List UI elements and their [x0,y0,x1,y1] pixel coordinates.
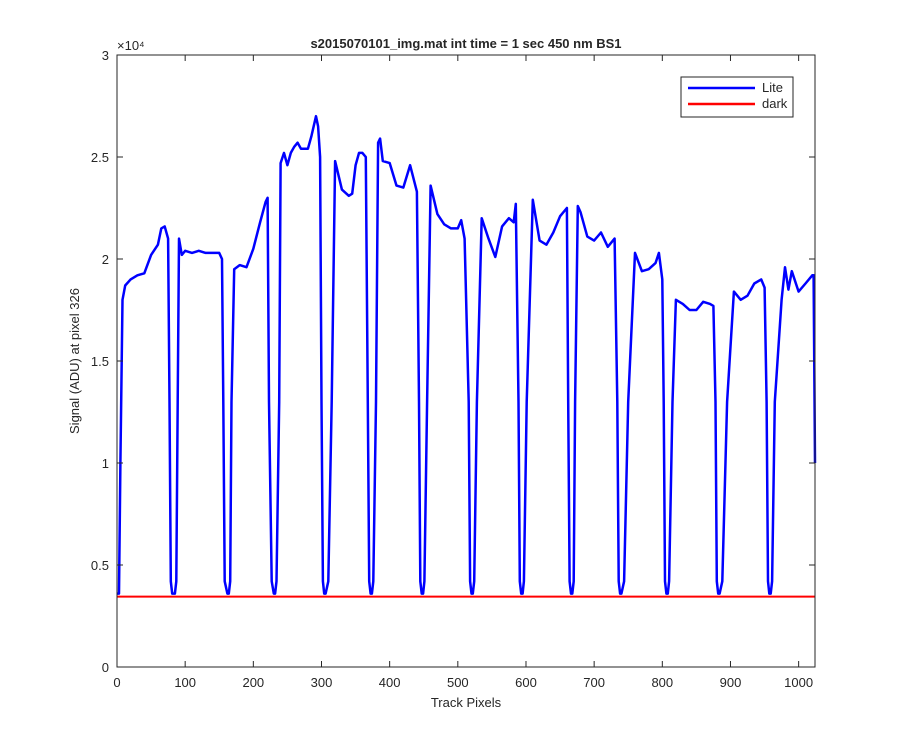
x-tick-label: 100 [174,675,196,690]
y-tick-label: 0.5 [91,558,109,573]
x-tick-label: 300 [311,675,333,690]
y-tick-label: 0 [102,660,109,675]
series-line-lite [117,114,817,595]
y-tick-label: 3 [102,48,109,63]
chart-title: s2015070101_img.mat int time = 1 sec 450… [310,36,621,51]
y-axis-label: Signal (ADU) at pixel 326 [67,288,82,434]
y-tick-label: 1.5 [91,354,109,369]
legend: Lite dark [680,76,794,118]
y-exponent-label: ×10⁴ [117,38,145,53]
y-axis: 0 0.5 1 1.5 2 2.5 3 [91,48,815,675]
x-tick-label: 200 [242,675,264,690]
x-tick-label: 1000 [784,675,813,690]
legend-box [680,76,794,118]
x-tick-label: 900 [720,675,742,690]
x-axis: 0 100 200 300 400 500 600 700 800 900 1000 [113,55,813,690]
x-tick-label: 500 [447,675,469,690]
x-axis-label: Track Pixels [431,695,502,710]
legend-label-dark: dark [762,96,788,111]
plot-area [116,54,817,668]
y-tick-label: 2 [102,252,109,267]
x-tick-label: 400 [379,675,401,690]
y-tick-label: 2.5 [91,150,109,165]
x-tick-label: 800 [651,675,673,690]
x-tick-label: 700 [583,675,605,690]
series-layer [117,114,817,598]
x-tick-label: 0 [113,675,120,690]
x-tick-label: 600 [515,675,537,690]
y-tick-label: 1 [102,456,109,471]
legend-label-lite: Lite [762,80,783,95]
